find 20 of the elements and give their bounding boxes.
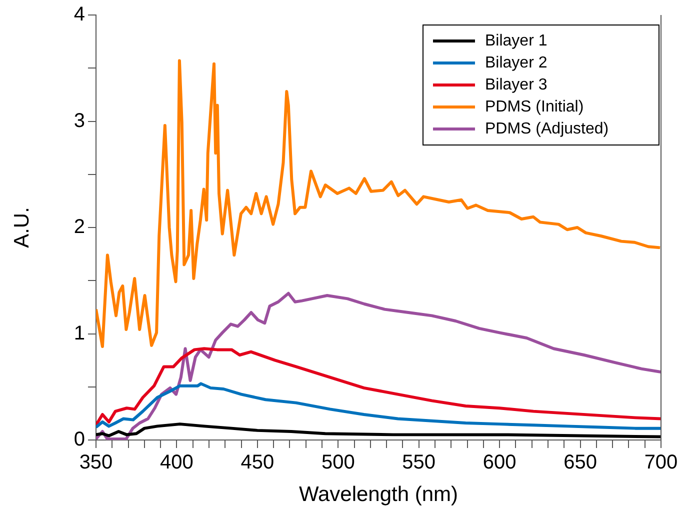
legend-label: Bilayer 1 — [485, 32, 548, 50]
x-tick-label: 350 — [79, 452, 113, 474]
y-tick-label: 4 — [74, 4, 85, 26]
y-tick-label: 0 — [74, 428, 85, 451]
legend-label: PDMS (Initial) — [485, 98, 584, 116]
x-tick-label: 550 — [402, 452, 436, 474]
y-tick-label: 2 — [74, 216, 85, 238]
y-axis-title: A.U. — [10, 207, 34, 248]
legend-label: PDMS (Adjusted) — [485, 120, 609, 138]
x-tick-label: 650 — [564, 452, 597, 474]
legend-label: Bilayer 3 — [485, 76, 548, 94]
x-tick-label: 450 — [240, 452, 274, 474]
y-tick-label: 1 — [74, 322, 85, 344]
x-tick-label: 700 — [644, 452, 678, 474]
x-tick-label: 500 — [321, 452, 355, 474]
legend-label: Bilayer 2 — [485, 54, 548, 72]
y-tick-label: 3 — [74, 110, 85, 132]
x-tick-label: 600 — [482, 452, 516, 474]
x-axis-title: Wavelength (nm) — [298, 483, 458, 506]
x-tick-label: 400 — [160, 452, 194, 474]
